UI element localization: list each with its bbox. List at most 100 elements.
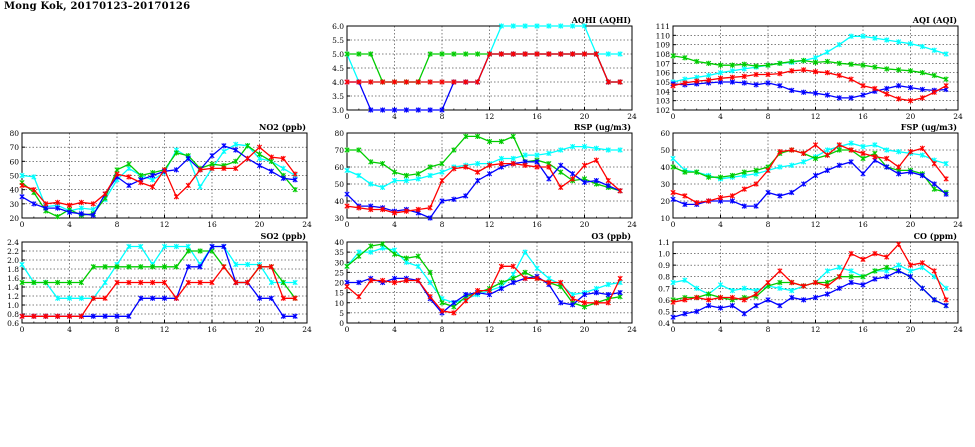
- data-point: [907, 274, 914, 280]
- data-point: [403, 107, 409, 113]
- data-point: [451, 310, 457, 316]
- data-point: [463, 164, 469, 170]
- data-point: [344, 147, 350, 153]
- data-point: [233, 147, 239, 153]
- data-point: [451, 79, 457, 85]
- data-point: [233, 279, 239, 286]
- x-tick-label: 8: [440, 220, 445, 229]
- data-point: [427, 79, 433, 85]
- data-point: [801, 57, 807, 64]
- data-point: [694, 58, 700, 65]
- data-point: [486, 287, 493, 294]
- data-point: [860, 155, 866, 162]
- data-point: [344, 51, 350, 57]
- data-point: [907, 98, 914, 104]
- data-point: [593, 289, 599, 296]
- data-point: [753, 167, 759, 174]
- y-tick-label: 40: [334, 197, 344, 206]
- series-line: [346, 265, 621, 314]
- data-point: [919, 70, 925, 76]
- data-point: [475, 169, 481, 175]
- data-point: [185, 182, 191, 189]
- data-point: [233, 141, 239, 147]
- data-point: [66, 202, 73, 208]
- data-point: [510, 279, 516, 286]
- data-point: [344, 263, 350, 269]
- series-line: [672, 159, 947, 207]
- data-point: [729, 74, 735, 80]
- x-tick-label: 4: [67, 220, 72, 229]
- data-point: [670, 83, 676, 89]
- data-point: [848, 61, 854, 67]
- data-point: [90, 264, 96, 270]
- y-tick-label: 0.8: [658, 273, 670, 282]
- data-point: [872, 276, 878, 282]
- data-point: [498, 138, 504, 145]
- data-point: [593, 177, 599, 184]
- data-point: [415, 263, 421, 269]
- data-point: [765, 189, 771, 196]
- data-point: [896, 241, 902, 247]
- data-point: [161, 279, 168, 286]
- data-point: [368, 249, 374, 255]
- chart-title: FSP (ug/m3): [901, 122, 957, 132]
- data-point: [268, 264, 274, 270]
- data-point: [475, 287, 481, 294]
- data-point: [872, 154, 878, 160]
- y-tick-label: 108: [656, 50, 671, 59]
- chart-title: O3 (ppb): [591, 231, 631, 241]
- data-point: [102, 264, 108, 270]
- data-point: [19, 182, 25, 189]
- data-point: [78, 313, 84, 319]
- x-tick-label: 0: [345, 325, 350, 334]
- data-point: [836, 147, 842, 153]
- x-tick-label: 12: [485, 325, 495, 334]
- y-tick-label: 50: [660, 146, 670, 155]
- series-line: [21, 144, 296, 218]
- data-point: [451, 166, 457, 172]
- y-tick-label: 25: [334, 268, 344, 277]
- data-point: [197, 184, 203, 190]
- data-point: [605, 300, 611, 306]
- data-point: [391, 279, 398, 286]
- y-tick-label: 0.7: [658, 284, 670, 293]
- data-point: [570, 302, 576, 308]
- data-point: [848, 159, 854, 165]
- data-point: [896, 164, 902, 170]
- data-point: [439, 51, 445, 57]
- chart-no2: 20 30 40 50 60 70 80 0 4 8 12 16 20 24 NO2 (ppb): [9, 122, 312, 229]
- data-point: [439, 160, 445, 167]
- data-point: [605, 51, 611, 57]
- data-point: [848, 279, 854, 286]
- series-3: [19, 264, 298, 319]
- data-point: [546, 164, 552, 170]
- data-point: [114, 279, 120, 286]
- series-3: [344, 157, 623, 216]
- data-point: [682, 80, 688, 86]
- data-point: [268, 295, 274, 301]
- y-tick-label: 40: [9, 186, 19, 195]
- data-point: [884, 254, 890, 260]
- data-point: [860, 282, 866, 288]
- y-tick-label: 35: [334, 248, 344, 257]
- data-point: [872, 85, 878, 92]
- data-point: [729, 68, 735, 74]
- data-point: [605, 177, 611, 184]
- data-point: [209, 279, 215, 286]
- y-tick-label: 10: [334, 299, 344, 308]
- data-point: [824, 70, 830, 76]
- data-point: [78, 295, 84, 301]
- data-point: [161, 243, 168, 250]
- data-point: [884, 264, 890, 271]
- data-point: [919, 260, 925, 266]
- data-point: [884, 274, 890, 280]
- data-point: [943, 285, 949, 291]
- data-point: [884, 85, 890, 92]
- data-point: [605, 147, 611, 153]
- y-tick-label: 20: [660, 197, 670, 206]
- data-point: [150, 184, 156, 190]
- data-point: [694, 78, 700, 84]
- x-tick-label: 16: [858, 325, 868, 334]
- data-point: [670, 155, 676, 162]
- data-point: [451, 300, 457, 306]
